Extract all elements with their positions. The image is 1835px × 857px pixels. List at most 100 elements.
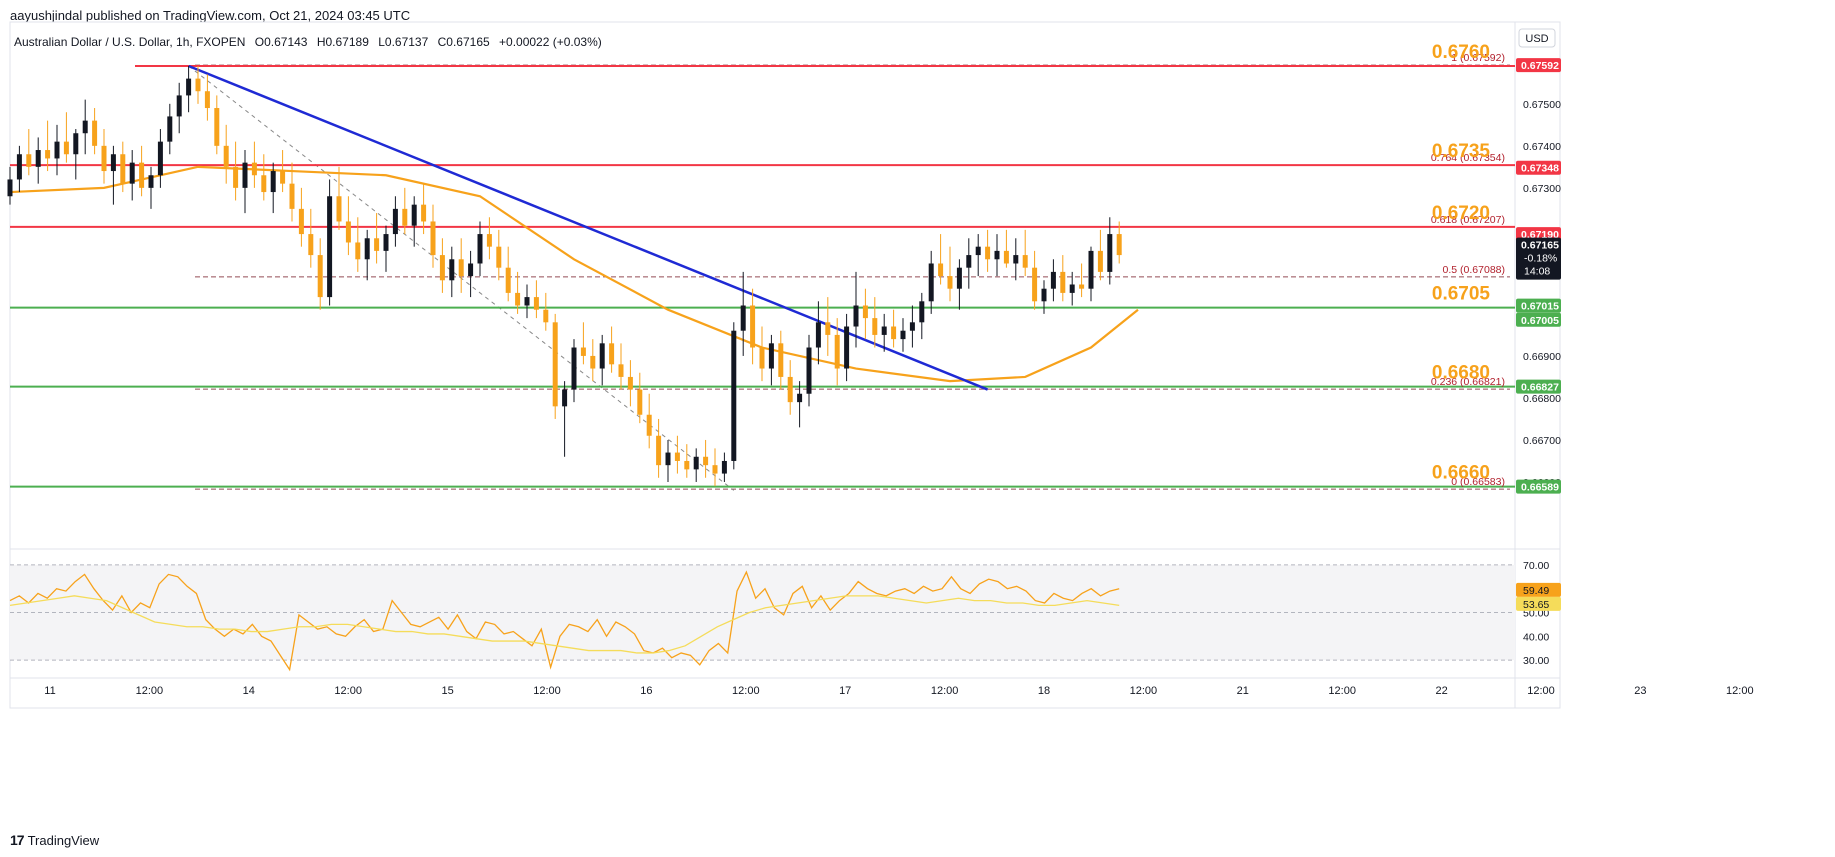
candle-body: [1041, 288, 1047, 302]
time-tick-label: 21: [1237, 685, 1249, 697]
time-tick-label: 12:00: [1527, 685, 1555, 697]
candle-body: [618, 364, 624, 377]
rsi-line: [9, 570, 1120, 672]
time-tick-label: 12:00: [533, 685, 561, 697]
time-tick-label: 12:00: [1130, 685, 1158, 697]
candle-body: [468, 263, 474, 277]
candle-body: [1032, 267, 1038, 302]
candle-body: [938, 263, 944, 277]
candle-body: [750, 305, 756, 348]
candle-body: [674, 452, 680, 461]
rsi-tick-label: 40.00: [1523, 631, 1549, 643]
candle-body: [721, 460, 727, 474]
candle-body: [1050, 271, 1056, 289]
chart-frame: [9, 21, 1561, 709]
candle-body: [345, 221, 351, 243]
candle-body: [167, 116, 173, 142]
level-price-label: 0.6760: [1432, 42, 1490, 63]
candle-body: [928, 263, 934, 302]
price-tag: [1516, 160, 1561, 175]
price-tick-label: 0.66900: [1523, 351, 1561, 363]
candle-body: [703, 456, 709, 466]
price-tag: [1516, 379, 1561, 394]
candle-body: [7, 179, 13, 197]
fib-level-label: 0.618 (0.67207): [1431, 214, 1505, 226]
time-tick-label: 12:00: [136, 685, 164, 697]
candle-body: [1088, 250, 1094, 289]
candle-body: [148, 175, 154, 188]
rsi-value-tag: [1516, 596, 1561, 611]
time-tick-label: 18: [1038, 685, 1050, 697]
candle-body: [543, 309, 549, 323]
candle-body: [63, 141, 69, 155]
candle-body: [609, 343, 615, 365]
candle-body: [966, 255, 972, 268]
candle-body: [646, 414, 652, 436]
candle-body: [806, 347, 812, 394]
candle-body: [355, 242, 361, 260]
level-price-label: 0.6660: [1432, 463, 1490, 484]
time-tick-label: 12:00: [334, 685, 362, 697]
candle-body: [402, 208, 408, 226]
candle-body: [1079, 284, 1085, 289]
price-tag: [1516, 237, 1561, 280]
candle-body: [844, 326, 850, 369]
tradingview-logo-text: TradingView: [27, 832, 100, 848]
time-tick-label: 16: [640, 685, 652, 697]
candle-body: [176, 95, 182, 117]
candle-body: [872, 318, 878, 335]
candle-body: [280, 171, 286, 184]
candle-body: [891, 326, 897, 340]
price-tick-label: 0.67400: [1523, 141, 1561, 153]
candle-body: [1116, 234, 1122, 256]
time-tick-label: 14: [243, 685, 255, 697]
price-tick-label: 0.66800: [1523, 393, 1561, 405]
candle-body: [392, 208, 398, 235]
footer-logo[interactable]: 17 TradingView: [10, 832, 99, 848]
time-tick-label: 12:00: [1726, 685, 1754, 697]
candle-body: [270, 171, 276, 193]
candle-body: [552, 322, 558, 407]
candle-body: [336, 196, 342, 222]
candle-body: [994, 250, 1000, 260]
candle-body: [364, 238, 370, 260]
rsi-value-label: 59.49: [1523, 585, 1549, 597]
candle-body: [449, 259, 455, 281]
candle-body: [214, 108, 220, 146]
candle-body: [665, 452, 671, 466]
axis-layer: USD0.675000.674000.673000.671000.669000.…: [44, 28, 1754, 697]
fib-level-label: 0.236 (0.66821): [1431, 376, 1505, 388]
symbol-name[interactable]: Australian Dollar / U.S. Dollar, 1h, FXO…: [14, 35, 246, 49]
candle-body: [289, 183, 295, 209]
candle-body: [110, 154, 116, 172]
price-tag-label: 0.67165: [1521, 240, 1559, 252]
price-tag-label: 0.67015: [1521, 301, 1559, 313]
price-tag: [1516, 312, 1561, 327]
rsi-value-label: 53.65: [1523, 599, 1549, 611]
time-tick-label: 12:00: [732, 685, 760, 697]
time-tick-label: 15: [441, 685, 453, 697]
candle-body: [430, 221, 436, 256]
candle-body: [35, 150, 41, 167]
candle-body: [223, 145, 229, 167]
rsi-ma-line: [9, 595, 1120, 654]
candle-body: [985, 246, 991, 260]
price-tag-label: 0.67348: [1521, 163, 1559, 175]
candle-body: [975, 246, 981, 256]
candle-body: [599, 343, 605, 369]
candle-body: [524, 297, 530, 306]
published-line: aayushjindal published on TradingView.co…: [10, 8, 411, 23]
candle-layer: [7, 66, 1122, 487]
close-value: C0.67165: [437, 35, 490, 49]
level-price-label: 0.6735: [1432, 141, 1491, 162]
candle-body: [825, 322, 831, 335]
price-tag-countdown: 14:08: [1524, 266, 1550, 278]
price-tag-change: -0.18%: [1524, 253, 1557, 265]
candle-body: [458, 259, 464, 277]
open-value: O0.67143: [254, 35, 308, 49]
price-tag: [1516, 479, 1561, 494]
candle-body: [947, 276, 953, 289]
candle-body: [186, 78, 192, 96]
